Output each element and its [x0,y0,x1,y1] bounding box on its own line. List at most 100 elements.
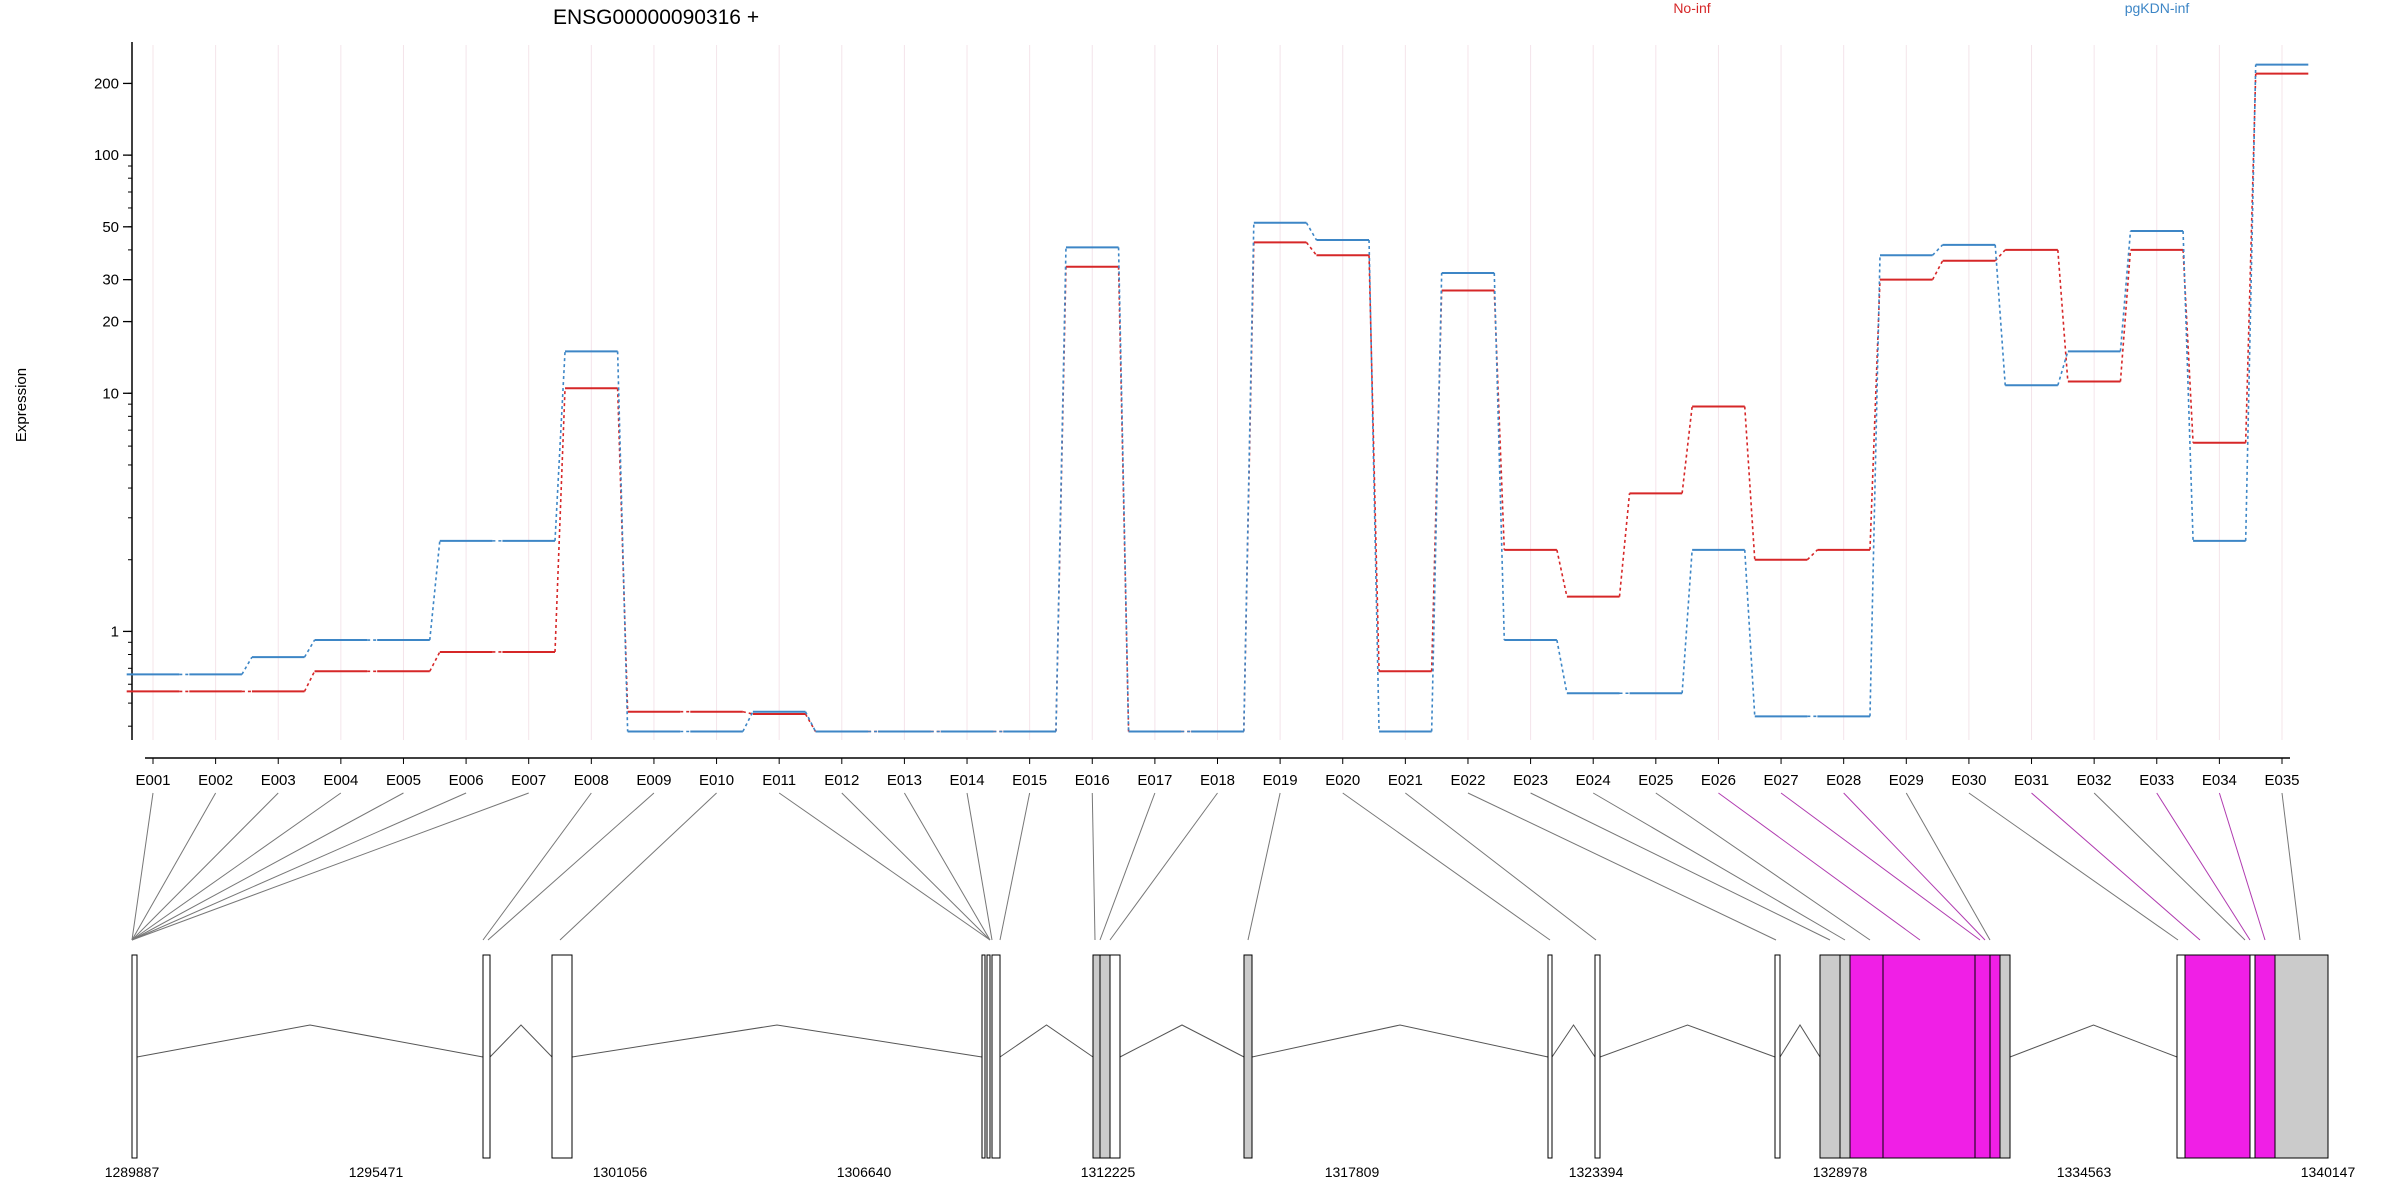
connector-E010 [559,792,717,941]
series-link-pgKDN-inf-E034 [2244,64,2257,541]
x-tick-label-E017: E017 [1137,772,1172,789]
connector-E031 [2031,792,2201,941]
series-link-No-inf-E019 [1305,241,1318,256]
series-link-pgKDN-inf-E029 [1932,244,1944,256]
series-link-pgKDN-inf-E005 [428,540,441,641]
y-tick-label-20: 20 [102,314,119,331]
x-tick-label-E013: E013 [887,772,922,789]
x-tick-label-E011: E011 [762,772,796,789]
exon-block-21 [2176,954,2186,1159]
series-link-pgKDN-inf-E033 [2182,231,2194,541]
series-link-pgKDN-inf-E011 [804,711,817,732]
connector-E034 [2218,792,2266,941]
exon-block-10 [1243,954,1253,1159]
connector-E023 [1530,792,1831,941]
series-link-pgKDN-inf-E008 [616,351,629,732]
connector-E019 [1247,792,1281,941]
connector-E003 [131,792,279,941]
x-tick-label-E012: E012 [824,772,859,789]
series-link-pgKDN-inf-E025 [1681,549,1693,694]
genomic-coordinates: 1289887 1295471 1301056 1306640 1312225 13178… [105,1164,2356,1180]
x-tick-label-E018: E018 [1200,772,1235,789]
connector-E014 [966,792,993,941]
intron-6 [1251,1024,1549,1058]
connector-E027 [1780,792,1981,941]
legend-label-no-inf: No-inf [1673,0,1710,16]
series-link-No-inf-E024 [1618,493,1631,597]
series-link-No-inf-E003 [303,670,316,692]
exon-block-23 [2249,954,2256,1159]
series-link-No-inf-E007 [554,388,566,652]
exon-block-16 [1849,954,1884,1159]
series-link-pgKDN-inf-E022 [1493,272,1506,641]
exon-connectors [131,792,2301,941]
connector-E005 [131,792,404,941]
series-link-pgKDN-inf-E019 [1305,222,1318,241]
intron-8 [1599,1024,1776,1058]
connector-E017 [1099,792,1156,941]
connector-E020 [1342,792,1551,941]
series-link-pgKDN-inf-E003 [303,639,316,658]
exon-block-18 [1974,954,1991,1159]
series-link-pgKDN-inf-E010 [742,711,754,732]
grid-lines [152,45,2283,740]
connector-E026 [1718,792,1921,941]
coord-label-1317809: 1317809 [1325,1164,1380,1180]
series-link-pgKDN-inf-E007 [554,351,566,541]
coord-label-1295471: 1295471 [349,1164,404,1180]
y-tick-label-30: 30 [102,272,119,289]
intron-10 [2009,1024,2178,1058]
connector-E004 [131,792,342,941]
intron-5 [1119,1024,1245,1058]
series-link-pgKDN-inf-E015 [1055,247,1067,732]
exon-block-6 [991,954,1001,1159]
exon-block-12 [1594,954,1601,1159]
series-link-No-inf-E033 [2182,249,2194,443]
exon-block-2 [482,954,491,1159]
x-tick-label-E015: E015 [1012,772,1047,789]
x-tick-label-E014: E014 [950,772,985,789]
x-tick-label-E016: E016 [1075,772,1110,789]
exon-block-4 [981,954,986,1159]
y-tick-label-200: 200 [94,75,119,92]
series-link-pgKDN-inf-E028 [1869,255,1881,717]
intron-9 [1779,1024,1821,1058]
exon-block-25 [2274,954,2329,1159]
exon-block-9 [1109,954,1121,1159]
y-axis-label: Expression [13,368,30,442]
exon-block-22 [2184,954,2251,1159]
connector-E028 [1843,792,1986,941]
coord-label-1334563: 1334563 [2057,1164,2112,1180]
x-tick-label-E033: E033 [2139,772,2174,789]
gene-model [131,954,2329,1159]
connector-E006 [131,792,467,941]
exon-block-15 [1839,954,1851,1159]
connector-E022 [1467,792,1777,941]
x-tick-label-E020: E020 [1325,772,1360,789]
connector-E021 [1405,792,1597,941]
x-tick-label-E002: E002 [198,772,233,789]
connector-E030 [1968,792,2179,941]
legend-label-pgkdn-inf: pgKDN-inf [2125,0,2190,16]
x-tick-label-E021: E021 [1388,772,1423,789]
x-tick-label-E006: E006 [449,772,484,789]
x-tick-label-E034: E034 [2202,772,2237,789]
exon-block-19 [1989,954,2001,1159]
series-link-pgKDN-inf-E030 [1994,244,2007,386]
series-link-No-inf-E029 [1931,260,1944,281]
intron-7 [1551,1024,1596,1058]
x-tick-label-E035: E035 [2264,772,2299,789]
axes: 1 10 20 30 50 100 200 [94,42,2290,764]
connector-E025 [1655,792,1871,941]
exon-block-24 [2254,954,2276,1159]
connector-E013 [903,792,991,941]
coord-label-1312225: 1312225 [1081,1164,1136,1180]
intron-3 [571,1024,983,1058]
series-pgKDN-inf [126,63,2309,733]
connector-E009 [487,792,655,941]
coord-label-1306640: 1306640 [837,1164,892,1180]
series-lines [126,63,2309,733]
x-tick-label-E008: E008 [574,772,609,789]
series-link-No-inf-E032 [2119,249,2132,382]
